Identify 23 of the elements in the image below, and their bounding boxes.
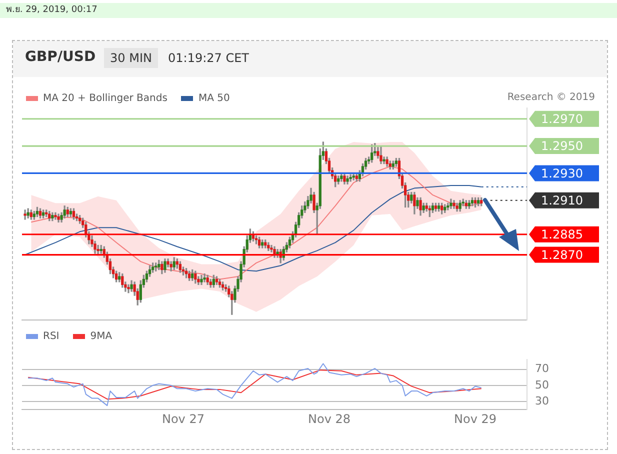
candlestick bbox=[24, 210, 26, 220]
x-tick-label: Nov 29 bbox=[454, 412, 497, 426]
legend-label: MA 20 + Bollinger Bands bbox=[43, 92, 168, 104]
chart-subtitle: 30 MIN bbox=[104, 48, 158, 68]
x-tick-label: Nov 28 bbox=[308, 412, 351, 426]
ref-line-label: 1.2885 bbox=[541, 228, 583, 242]
ref-line-label: 1.2950 bbox=[541, 139, 583, 154]
text: 01:19:27 CET bbox=[168, 51, 249, 65]
ref-line-label: 1.2910 bbox=[541, 194, 583, 208]
legend-label: MA 50 bbox=[198, 92, 230, 104]
y-tick-label: 70 bbox=[535, 362, 549, 376]
text: Research © 2019 bbox=[507, 91, 595, 105]
text: พ.ย. 29, 2019, 00:17 bbox=[6, 5, 98, 15]
legend-label: RSI bbox=[43, 330, 60, 342]
legend-label: 9MA bbox=[90, 330, 112, 342]
ref-line-label: 1.2930 bbox=[541, 166, 583, 180]
ref-line-label: 1.2870 bbox=[541, 248, 583, 262]
ref-line-label: 1.2970 bbox=[541, 112, 583, 126]
y-tick-label: 50 bbox=[535, 378, 549, 392]
candlestick bbox=[203, 273, 206, 282]
x-tick-label: Nov 27 bbox=[162, 412, 204, 426]
y-tick-label: 30 bbox=[535, 394, 549, 408]
chart-title: GBP/USD bbox=[25, 49, 96, 65]
